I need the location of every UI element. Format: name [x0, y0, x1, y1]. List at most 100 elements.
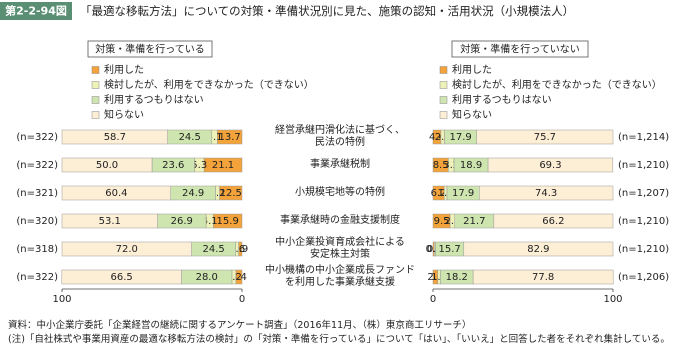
bar-segment: [487, 157, 614, 173]
value-label: 3.1: [207, 132, 223, 143]
category-label: 経営承継円滑化法に基づく、 民法の特例: [275, 125, 405, 148]
value-label: 28.0: [196, 272, 218, 283]
value-label: 2.2: [226, 272, 242, 283]
note: (注)「自社株式や事業用資産の最適な移転方法の検討」の「対策・準備を行っている」…: [8, 334, 670, 345]
value-label: 2.6: [427, 272, 443, 283]
figure-label: 第2-2-94図: [5, 4, 67, 18]
value-label: 21.1: [212, 160, 234, 171]
n-label: (n=322): [16, 272, 58, 283]
value-label: 24.5: [203, 244, 225, 255]
bar-segment: [61, 185, 171, 201]
value-label: 9.5: [434, 216, 450, 227]
value-label: 24.9: [182, 188, 204, 199]
value-label: 0.7: [426, 244, 442, 255]
value-label: 8.5: [433, 160, 449, 171]
legend-label: 検討したが、利用をできなかった（できない）: [452, 78, 662, 91]
value-label: 50.0: [96, 160, 118, 171]
value-label: 75.7: [534, 132, 556, 143]
value-label: 53.1: [99, 216, 121, 227]
value-label: 1.5: [431, 272, 447, 283]
x-tick-label: 0: [430, 294, 436, 305]
category-label: 中小企業投資育成会社による 安定株主対策: [275, 237, 405, 260]
bar-segment: [463, 241, 614, 257]
value-label: 4.4: [429, 132, 445, 143]
value-label: 21.7: [463, 216, 485, 227]
value-label: 77.8: [532, 272, 554, 283]
legend-label: 利用した: [452, 64, 492, 76]
legend-swatch: [439, 111, 448, 119]
panel-title-box: [87, 40, 213, 58]
bar-segment: [61, 241, 192, 257]
legend-swatch: [91, 81, 100, 89]
value-label: 15.7: [439, 244, 461, 255]
n-label: (n=322): [16, 132, 58, 143]
value-label: 2.2: [210, 188, 226, 199]
value-label: 60.4: [105, 188, 127, 199]
n-label: (n=1,214): [618, 132, 669, 143]
bar-segment: [61, 213, 158, 229]
panel-title: 対策・準備を行っていない: [460, 43, 580, 56]
value-label: 3.2: [443, 160, 459, 171]
x-tick-label: 100: [52, 294, 71, 305]
value-label: 17.9: [452, 188, 474, 199]
n-label: (n=1,210): [618, 216, 669, 227]
value-label: 23.6: [162, 160, 184, 171]
panel-title-box: [451, 40, 589, 58]
n-label: (n=321): [16, 188, 58, 199]
value-label: 66.2: [542, 216, 564, 227]
value-label: 3.4: [231, 272, 247, 283]
legend-swatch: [91, 96, 100, 104]
legend-label: 知らない: [452, 108, 492, 121]
chart-title: 「最適な移転方法」についての対策・準備状況別に見た、施策の認知・活用状況（小規模…: [80, 4, 574, 18]
x-tick-label: 0: [239, 294, 245, 305]
value-label: 72.0: [116, 244, 138, 255]
legend-swatch: [91, 66, 100, 74]
value-label: 12.5: [220, 188, 242, 199]
panel-title: 対策・準備を行っている: [95, 43, 205, 56]
value-label: 69.3: [539, 160, 561, 171]
n-label: (n=1,206): [618, 272, 669, 283]
legend-label: 検討したが、利用をできなかった（できない）: [104, 78, 314, 91]
n-label: (n=322): [16, 160, 58, 171]
category-label: 中小機構の中小企業成長ファンド を利用した事業承継支援: [265, 265, 415, 288]
n-label: (n=1,207): [618, 188, 669, 199]
legend-swatch: [439, 66, 448, 74]
category-label: 事業承継時の金融支援制度: [280, 215, 400, 226]
value-label: 0.7: [427, 244, 443, 255]
n-label: (n=318): [16, 244, 58, 255]
value-label: 15.9: [217, 216, 239, 227]
value-label: 18.9: [460, 160, 482, 171]
bar-segment: [476, 129, 614, 145]
n-label: (n=1,210): [618, 160, 669, 171]
value-label: 74.3: [535, 188, 557, 199]
bar-segment: [61, 157, 153, 173]
category-label: 事業承継税制: [310, 159, 370, 170]
bar-segment: [479, 185, 614, 201]
value-label: 5.3: [191, 160, 207, 171]
value-label: 26.9: [171, 216, 193, 227]
category-label: 小規模宅地等の特例: [295, 187, 385, 198]
bar-segment: [61, 129, 168, 145]
figure-label-box: [0, 2, 72, 20]
source: 資料：中小企業庁委託「企業経営の継続に関するアンケート調査」（2016年11月、…: [8, 320, 472, 331]
legend-label: 利用するつもりはない: [452, 94, 552, 106]
legend-label: 利用した: [104, 64, 144, 76]
legend-swatch: [439, 81, 448, 89]
value-label: 1.9: [232, 244, 248, 255]
value-label: 66.5: [111, 272, 133, 283]
bar-segment: [493, 213, 614, 229]
legend-swatch: [439, 96, 448, 104]
value-label: 2.0: [435, 132, 451, 143]
bar-segment: [61, 269, 182, 285]
x-tick-label: 100: [603, 294, 622, 305]
value-label: 18.2: [446, 272, 468, 283]
value-label: 82.9: [527, 244, 549, 255]
value-label: 1.6: [229, 244, 245, 255]
n-label: (n=320): [16, 216, 58, 227]
value-label: 17.9: [449, 132, 471, 143]
value-label: 4.1: [202, 216, 218, 227]
value-label: 6.2: [431, 188, 447, 199]
value-label: 13.7: [219, 132, 241, 143]
value-label: 2.6: [444, 216, 460, 227]
